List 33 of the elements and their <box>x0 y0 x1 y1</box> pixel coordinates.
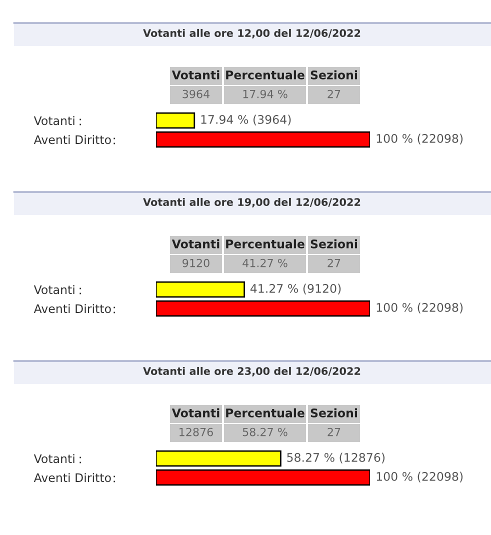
data-label: 100 % (22098) <box>376 134 463 144</box>
y-tick-label: Votanti <box>34 285 74 294</box>
text: Percentuale <box>226 70 304 80</box>
text: 27 <box>328 90 340 98</box>
data-label: 58.27 % (12876) <box>287 452 385 464</box>
text: 27 <box>328 428 340 436</box>
text: Votanti <box>172 239 220 248</box>
text: Votanti <box>172 408 220 418</box>
text: 58.27 % <box>242 428 288 436</box>
text: Sezioni <box>310 408 357 418</box>
text: 9120 <box>182 258 210 268</box>
text: 27 <box>328 258 340 268</box>
text: Votanti <box>172 70 220 80</box>
data-label: 100 % (22098) <box>376 302 463 314</box>
y-tick-label: Aventi Diritto <box>34 473 111 482</box>
text: Sezioni <box>310 239 357 248</box>
text: Percentuale <box>226 408 304 418</box>
text: 17.94 % <box>243 90 288 98</box>
y-tick-label: Aventi Diritto <box>34 304 111 314</box>
data-label: 41.27 % (9120) <box>250 284 341 294</box>
chart-title: Votanti alle ore 23,00 del 12/06/2022 <box>143 366 360 376</box>
data-label: 100 % (22098) <box>376 472 463 482</box>
text: Percentuale <box>226 239 304 248</box>
text: 41.27 % <box>242 258 288 268</box>
text: Sezioni <box>310 70 357 80</box>
chart-title: Votanti alle ore 12,00 del 12/06/2022 <box>143 28 360 38</box>
text: 3964 <box>182 90 210 98</box>
y-tick-label: Aventi Diritto <box>34 135 111 144</box>
text: 12876 <box>180 428 213 436</box>
data-label: 17.94 % (3964) <box>201 114 291 126</box>
y-tick-label: Votanti <box>34 454 74 464</box>
chart-title: Votanti alle ore 19,00 del 12/06/2022 <box>143 198 360 208</box>
y-tick-label: Votanti <box>34 116 74 126</box>
